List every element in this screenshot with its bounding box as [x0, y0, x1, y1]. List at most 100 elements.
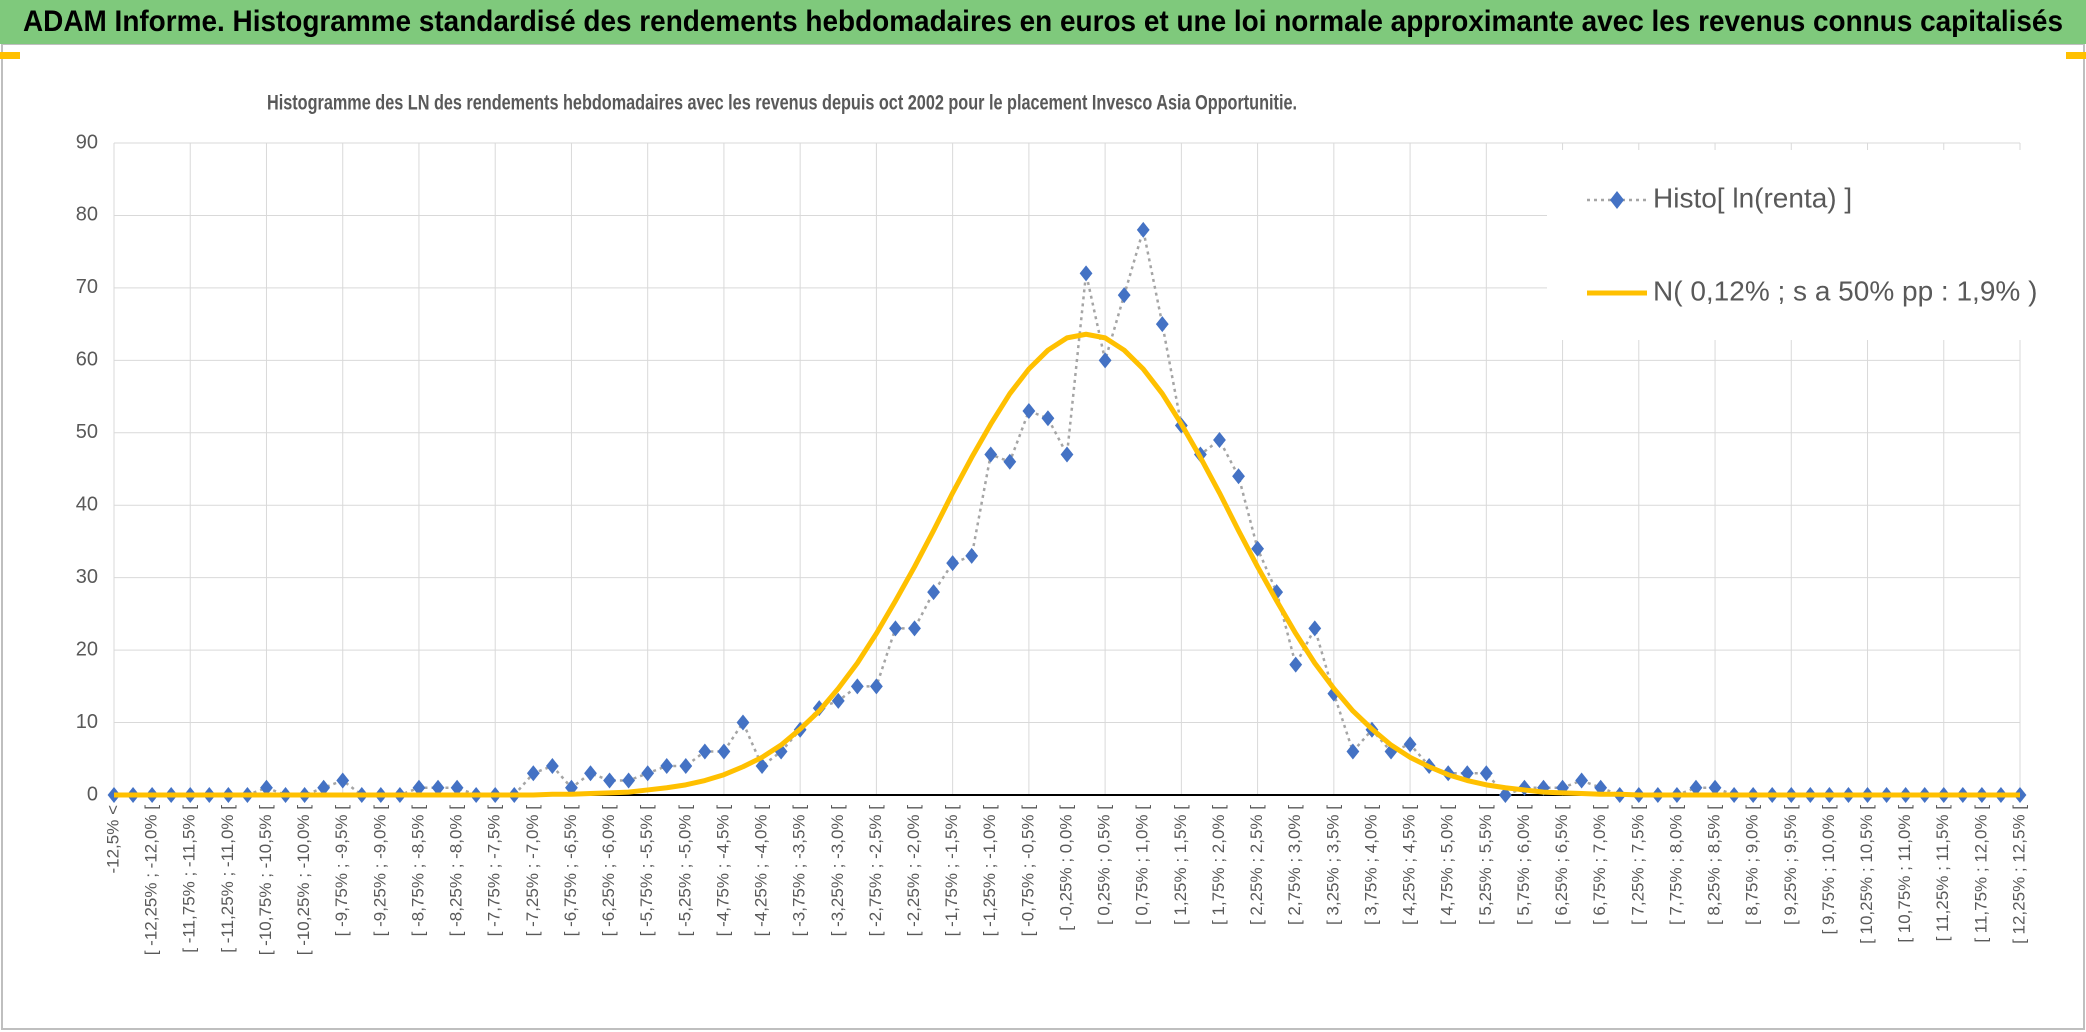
- diamond-marker: [965, 547, 979, 564]
- diamond-marker: [660, 758, 674, 775]
- diamond-marker: [1251, 540, 1264, 557]
- diamond-marker: [736, 714, 750, 731]
- x-tick-label: [ 3,75% ; 4,0% [: [1361, 805, 1380, 925]
- x-tick-label: [ 0,75% ; 1,0% [: [1133, 805, 1152, 925]
- x-tick-label: [ -3,25% ; -3,0% [: [828, 805, 847, 937]
- x-tick-label: [ 4,25% ; 4,5% [: [1400, 805, 1419, 925]
- diamond-marker: [1403, 736, 1417, 753]
- x-tick-label: [ -10,25% ; -10,0% [: [294, 805, 313, 956]
- x-tick-label: [ 6,25% ; 6,5% [: [1552, 805, 1571, 925]
- x-tick-label: [ 5,75% ; 6,0% [: [1514, 805, 1533, 925]
- x-tick-label: [ -2,25% ; -2,0% [: [904, 805, 923, 937]
- y-tick-label: 0: [87, 783, 98, 805]
- diamond-marker: [431, 779, 445, 796]
- x-tick-label: [ 7,75% ; 8,0% [: [1666, 805, 1685, 925]
- x-tick-label: [ -1,75% ; -1,5% [: [942, 805, 961, 937]
- y-tick-label: 60: [76, 349, 98, 371]
- x-tick-label: [ 11,25% ; 11,5% [: [1933, 805, 1952, 942]
- diamond-marker: [1098, 352, 1112, 369]
- x-tick-label: [ -12,25% ; -12,0% [: [142, 805, 161, 956]
- y-tick-label: 70: [76, 276, 98, 298]
- x-tick-label: [ -10,75% ; -10,5% [: [256, 805, 275, 956]
- diamond-marker: [622, 772, 636, 789]
- diamond-marker: [1346, 743, 1360, 760]
- diamond-marker: [1155, 316, 1169, 333]
- x-tick-label: [ 9,25% ; 9,5% [: [1781, 805, 1800, 925]
- x-tick-label: [ -3,75% ; -3,5% [: [790, 805, 809, 937]
- x-tick-label: [ -6,75% ; -6,5% [: [561, 805, 580, 937]
- diamond-marker: [1060, 446, 1074, 463]
- diamond-marker: [1498, 787, 1512, 803]
- diamond-marker: [1327, 685, 1341, 702]
- x-tick-label: [ 1,25% ; 1,5% [: [1171, 805, 1190, 925]
- y-tick-label: 90: [76, 131, 98, 153]
- x-tick-label: [ -0,75% ; -0,5% [: [1018, 805, 1037, 937]
- chart-title: Histogramme des LN des rendements hebdom…: [267, 92, 1297, 115]
- diamond-marker: [1689, 779, 1703, 796]
- x-tick-label: [ -5,25% ; -5,0% [: [675, 805, 694, 937]
- diamond-marker: [336, 772, 350, 789]
- diamond-marker: [1213, 432, 1226, 449]
- x-tick-label: [ 5,25% ; 5,5% [: [1476, 805, 1495, 925]
- legend-marker: [1610, 191, 1624, 209]
- x-tick-label: [ 3,25% ; 3,5% [: [1323, 805, 1342, 925]
- diamond-marker: [450, 779, 464, 796]
- x-tick-label: [ -9,25% ; -9,0% [: [370, 805, 389, 937]
- diamond-marker: [1708, 779, 1722, 796]
- x-tick-label: [ -8,75% ; -8,5% [: [408, 805, 427, 937]
- diamond-marker: [908, 620, 921, 637]
- diamond-marker: [1594, 779, 1608, 796]
- legend-label: N( 0,12% ; s a 50% pp : 1,9% ): [1653, 275, 2037, 306]
- corner-left: [0, 52, 20, 59]
- diamond-marker: [1479, 765, 1493, 782]
- y-tick-label: 80: [76, 204, 98, 226]
- diamond-marker: [1136, 221, 1150, 238]
- corner-right: [2066, 52, 2086, 59]
- diamond-marker: [889, 620, 902, 637]
- diamond-marker: [584, 765, 597, 782]
- x-tick-label: [ 10,25% ; 10,5% [: [1857, 805, 1876, 944]
- x-tick-label: [ 7,25% ; 7,5% [: [1628, 805, 1647, 925]
- x-tick-label: [ 6,75% ; 7,0% [: [1590, 805, 1609, 925]
- x-tick-label: -12,5% <: [103, 805, 122, 874]
- diamond-marker: [1003, 453, 1017, 470]
- x-tick-label: [ 0,25% ; 0,5% [: [1095, 805, 1114, 925]
- diamond-marker: [1232, 468, 1245, 485]
- x-tick-label: [ 8,25% ; 8,5% [: [1705, 805, 1724, 925]
- x-tick-label: [ 9,75% ; 10,0% [: [1819, 805, 1838, 935]
- diamond-marker: [850, 678, 864, 695]
- x-tick-label: [ -7,75% ; -7,5% [: [485, 805, 504, 937]
- diamond-marker: [717, 743, 731, 760]
- y-tick-label: 10: [76, 711, 98, 733]
- legend-label: Histo[ ln(renta) ]: [1653, 182, 1852, 213]
- y-tick-label: 30: [76, 566, 98, 588]
- header-title: ADAM Informe. Histogramme standardisé de…: [23, 5, 2063, 38]
- x-tick-label: [ -6,25% ; -6,0% [: [599, 805, 618, 937]
- diamond-marker: [755, 758, 769, 775]
- diamond-marker: [984, 446, 998, 463]
- x-tick-label: [ -1,25% ; -1,0% [: [980, 805, 999, 937]
- x-tick-label: [ -9,75% ; -9,5% [: [332, 805, 351, 937]
- diamond-marker: [946, 555, 960, 572]
- x-tick-label: [ -4,25% ; -4,0% [: [752, 805, 771, 937]
- diamond-marker: [1289, 656, 1303, 673]
- diamond-marker: [260, 779, 273, 796]
- x-tick-label: [ 4,75% ; 5,0% [: [1438, 805, 1457, 925]
- x-tick-label: [ -4,75% ; -4,5% [: [713, 805, 732, 937]
- diamond-marker: [641, 765, 655, 782]
- diamond-marker: [412, 779, 426, 796]
- diamond-marker: [927, 584, 940, 601]
- x-tick-label: [ -2,75% ; -2,5% [: [866, 805, 885, 937]
- x-tick-label: [ 11,75% ; 12,0% [: [1971, 805, 1990, 943]
- x-tick-label: [ 2,75% ; 3,0% [: [1285, 805, 1304, 925]
- diamond-marker: [679, 758, 693, 775]
- x-tick-label: [ -11,75% ; -11,5% [: [180, 805, 199, 953]
- x-tick-label: [ -8,25% ; -8,0% [: [447, 805, 466, 937]
- x-tick-label: [ 2,25% ; 2,5% [: [1247, 805, 1266, 925]
- x-tick-label: [ -5,75% ; -5,5% [: [637, 805, 656, 937]
- x-tick-label: [ 8,75% ; 9,0% [: [1743, 805, 1762, 925]
- x-tick-label: [ -0,25% ; 0,0% [: [1056, 805, 1075, 931]
- y-tick-label: 20: [76, 638, 98, 660]
- legend-box: [1547, 150, 2027, 340]
